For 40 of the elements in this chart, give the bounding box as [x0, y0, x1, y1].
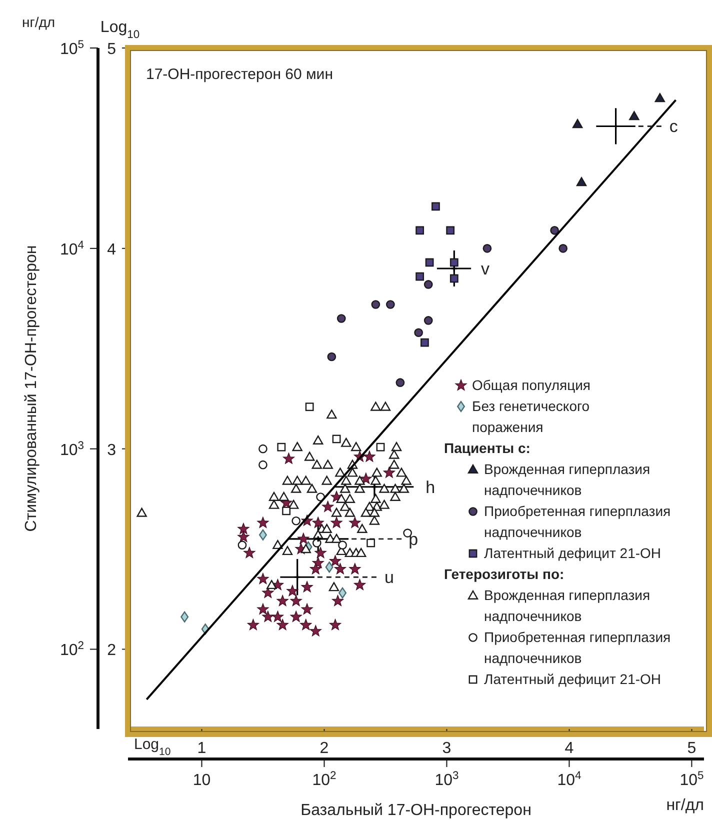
y2-axis-title: Log$_{10}$ [100, 19, 140, 41]
legend-label: Врожденная гиперплазия надпочечников [484, 587, 650, 624]
x2-axis-title: Log$_{10}$ [134, 736, 171, 758]
legend-label: Врожденная гиперплазия надпочечников [484, 461, 650, 498]
annotation: c [669, 117, 678, 136]
x2-tick-label: 4 [564, 740, 574, 757]
x2-tick-label: 3 [442, 740, 452, 757]
legend-label: Общая популяция [472, 377, 590, 393]
text: нг/дл [666, 797, 704, 814]
y2-tick-label: 4 [107, 241, 116, 258]
legend-label: Приобретенная гиперплазия надпочечников [484, 629, 671, 666]
legend-label: Латентный дефицит 21-ОН [484, 671, 662, 687]
annotation: h [426, 478, 436, 497]
x-tick-label: 10$^{3}$ [434, 770, 459, 789]
x-tick-label: 10 [192, 772, 211, 789]
legend-label: Без генетического поражения [472, 398, 590, 435]
y-tick-label: 10$^{4}$ [60, 239, 84, 258]
annotation: Пациенты с: [444, 440, 530, 456]
annotation: p [408, 530, 418, 549]
y-tick-label: 10$^{2}$ [60, 640, 84, 660]
y-tick-label: 10$^{5}$ [60, 39, 84, 58]
y-axis-title: Стимулированный 17-ОН-прогестерон [23, 245, 40, 532]
x-tick-label: 10$^{4}$ [557, 770, 582, 789]
x-tick-label: 10$^{5}$ [680, 770, 704, 789]
text: 17-ОН-прогестерон 60 мин [146, 66, 333, 83]
x-tick-label: 10$^{2}$ [312, 770, 336, 789]
legend-label: Латентный дефицит 21-ОН [484, 545, 662, 561]
y2-tick-label: 3 [107, 442, 116, 459]
x2-tick-label: 1 [197, 740, 206, 757]
text: нг/дл [22, 14, 56, 30]
annotation: v [481, 259, 490, 278]
legend-label: Приобретенная гиперплазия надпочечников [484, 503, 671, 540]
y-tick-label: 10$^{3}$ [60, 440, 84, 459]
x2-tick-label: 5 [687, 740, 696, 757]
annotation: Гетерозиготы по: [444, 566, 564, 582]
y2-tick-label: 2 [107, 642, 116, 660]
annotation: u [384, 568, 394, 588]
x-axis-title: Базальный 17-ОН-прогестерон [300, 802, 532, 819]
y2-tick-label: 5 [107, 41, 116, 58]
x2-tick-label: 2 [320, 740, 329, 757]
